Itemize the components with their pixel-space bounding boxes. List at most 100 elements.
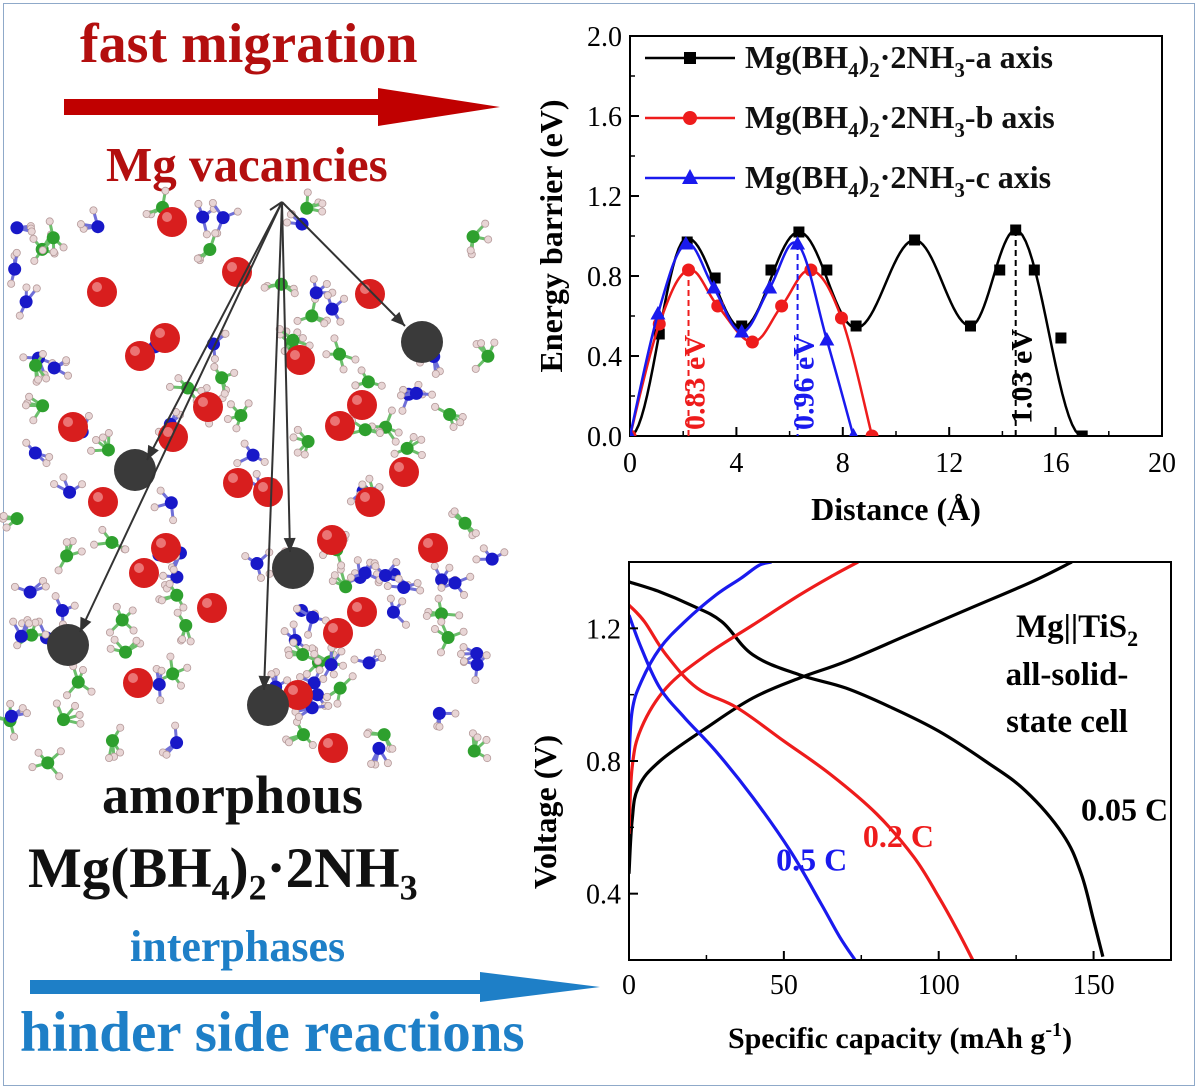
series-b <box>630 263 879 436</box>
n-atom <box>295 217 309 231</box>
bh4-group <box>300 188 327 216</box>
h-atom <box>357 366 366 375</box>
h-atom <box>329 670 338 679</box>
x-tick-label: 150 <box>1073 970 1115 1001</box>
b-atom <box>71 675 85 689</box>
h-atom <box>437 617 446 626</box>
h-atom <box>500 548 509 557</box>
data-point <box>964 320 976 332</box>
data-point <box>653 328 665 340</box>
mg-atom <box>87 277 117 307</box>
bh4-group <box>467 729 492 763</box>
nh3-group <box>323 291 349 326</box>
n-atom <box>409 386 423 400</box>
nh3-group <box>15 283 41 320</box>
mg-atom <box>323 618 353 648</box>
h-atom <box>165 382 174 391</box>
h-atom <box>471 675 480 684</box>
h-atom <box>428 390 437 399</box>
h-atom <box>330 334 339 343</box>
h-atom <box>289 638 298 647</box>
h-atom <box>121 545 130 554</box>
vacancy-arrow <box>79 201 283 633</box>
h-atom <box>156 696 165 705</box>
b-atom <box>434 607 448 621</box>
mg-vacancy <box>247 684 289 726</box>
h-atom <box>330 571 339 580</box>
mg-atom <box>193 392 223 422</box>
h-atom <box>466 246 475 255</box>
bh4-group <box>390 433 426 460</box>
h-atom <box>202 230 211 239</box>
n-atom <box>23 585 37 599</box>
data-point <box>1076 430 1088 436</box>
h-atom <box>350 655 359 664</box>
h-atom <box>22 438 31 447</box>
h-atom <box>315 665 324 674</box>
h-atom <box>304 630 313 639</box>
h-atom <box>472 555 481 564</box>
legend-line-1: Mg||TiS2 <box>1016 609 1138 651</box>
mg-atom <box>283 680 313 710</box>
h-atom <box>116 723 125 732</box>
h-atom <box>416 586 425 595</box>
b-atom <box>60 549 74 563</box>
b-atom <box>296 648 310 662</box>
n-atom <box>170 736 184 750</box>
h-atom <box>363 729 372 738</box>
nh3-group <box>233 439 269 468</box>
h-atom <box>396 391 405 400</box>
x-tick-label: 0 <box>622 970 636 1001</box>
nh3-group <box>4 704 31 723</box>
mg-atom <box>129 558 159 588</box>
h-atom <box>365 474 374 483</box>
h-atom <box>38 350 47 359</box>
y-tick-label: 0.4 <box>586 880 621 911</box>
h-atom <box>292 604 301 613</box>
molecule-structure <box>0 186 509 781</box>
b-atom <box>46 231 60 245</box>
h-atom <box>89 206 98 215</box>
n-atom <box>386 605 400 619</box>
rate-series <box>629 562 975 960</box>
n-atom <box>378 568 392 582</box>
legend-line-3: state cell <box>1006 704 1128 740</box>
amorphous-label: amorphous <box>102 765 364 825</box>
mg-atom <box>418 533 448 563</box>
n-atom <box>55 604 69 618</box>
h-atom <box>459 643 468 652</box>
mg-atom <box>347 597 377 627</box>
bh4-group <box>105 723 125 763</box>
h-atom <box>455 611 464 620</box>
bh4-group <box>90 525 130 554</box>
mg-atom <box>355 279 385 309</box>
b-atom <box>170 588 184 602</box>
series-c <box>630 236 858 436</box>
b-atom <box>41 756 55 770</box>
h-atom <box>90 540 99 549</box>
y-axis-label: Voltage (V) <box>527 735 563 889</box>
h-atom <box>51 592 60 601</box>
h-atom <box>313 657 322 666</box>
h-atom <box>22 283 31 292</box>
x-tick-label: 100 <box>918 970 960 1001</box>
h-atom <box>387 406 396 415</box>
h-atom <box>157 596 166 605</box>
h-atom <box>78 665 87 674</box>
nh3-group <box>10 576 50 599</box>
h-atom <box>104 429 113 438</box>
b-atom <box>441 631 455 645</box>
bh4-group <box>293 295 331 328</box>
h-atom <box>84 412 93 421</box>
nh3-group <box>10 221 36 236</box>
xlabel-part: Specific capacity (mAh g <box>728 1022 1045 1055</box>
h-atom <box>24 619 33 628</box>
b-atom <box>166 667 180 681</box>
n-atom <box>309 286 323 300</box>
h-atom <box>87 687 96 696</box>
nh3-group <box>22 438 54 468</box>
h-atom <box>241 552 250 561</box>
energy-barrier-chart: 0 4 8 12 16 20 0.0 0.4 0.8 1.2 1.6 2.0 0.83 eV 0.96 … <box>533 22 1176 527</box>
h-atom <box>0 512 8 521</box>
h-atom <box>252 470 261 479</box>
